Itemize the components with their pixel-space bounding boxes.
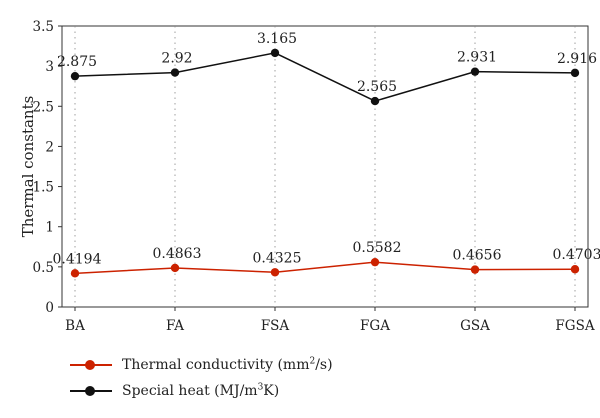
y-tick-label: 2.5 — [33, 99, 54, 115]
y-tick-label: 1 — [45, 220, 54, 236]
data-point-special-heat-fgsa — [570, 68, 580, 78]
x-tick-label-ba: BA — [65, 318, 85, 334]
y-tick-label: 0 — [45, 300, 54, 316]
data-label-special-heat-fa: 2.92 — [161, 51, 192, 67]
series-line-thermal-conductivity — [74, 261, 576, 275]
data-point-thermal-conductivity-gsa — [470, 265, 480, 274]
data-label-thermal-conductivity-fgsa: 0.4703 — [553, 247, 600, 263]
data-point-special-heat-fa — [170, 68, 180, 77]
data-label-special-heat-fga: 2.565 — [357, 79, 397, 95]
x-tick-label-fgsa: FGSA — [555, 318, 594, 334]
x-tick-label-fa: FA — [166, 318, 184, 334]
x-tick-label-gsa: GSA — [460, 318, 490, 334]
data-point-thermal-conductivity-fa — [170, 263, 180, 273]
data-label-thermal-conductivity-fa: 0.4863 — [153, 246, 202, 262]
legend-item-thermal-conductivity: Thermal conductivity (mm2/s) — [70, 352, 333, 378]
data-point-thermal-conductivity-fsa — [270, 268, 280, 277]
y-axis-label: Thermal constants — [19, 96, 37, 238]
legend: Thermal conductivity (mm2/s) Special hea… — [70, 352, 333, 404]
data-label-special-heat-ba: 2.875 — [57, 54, 97, 70]
legend-swatch-thermal-conductivity — [70, 358, 112, 372]
x-tick-label-fga: FGA — [360, 318, 390, 334]
series-line-special-heat — [74, 52, 576, 102]
data-point-thermal-conductivity-fgsa — [570, 265, 580, 274]
data-label-special-heat-gsa: 2.931 — [457, 50, 497, 66]
y-tick-label: 2 — [45, 139, 54, 155]
y-tick-label: 3 — [45, 59, 54, 75]
x-tick-label-fsa: FSA — [261, 318, 290, 334]
legend-swatch-special-heat — [70, 384, 112, 398]
data-point-special-heat-ba — [70, 71, 80, 81]
data-point-special-heat-fsa — [270, 48, 280, 58]
y-tick-label: 0.5 — [33, 260, 54, 276]
legend-label-thermal-conductivity: Thermal conductivity (mm2/s) — [122, 356, 333, 373]
data-label-thermal-conductivity-ba: 0.4194 — [53, 251, 102, 267]
data-point-special-heat-gsa — [470, 67, 480, 76]
y-tick-label: 1.5 — [33, 180, 54, 196]
plot-frame — [61, 25, 589, 308]
data-point-thermal-conductivity-ba — [70, 269, 80, 278]
legend-item-special-heat: Special heat (MJ/m3K) — [70, 378, 333, 404]
data-label-special-heat-fsa: 3.165 — [257, 31, 297, 47]
data-label-thermal-conductivity-gsa: 0.4656 — [453, 248, 502, 264]
data-label-thermal-conductivity-fga: 0.5582 — [353, 240, 402, 256]
data-label-thermal-conductivity-fsa: 0.4325 — [253, 250, 302, 266]
data-point-thermal-conductivity-fga — [370, 257, 380, 267]
legend-label-special-heat: Special heat (MJ/m3K) — [122, 382, 280, 399]
data-label-special-heat-fgsa: 2.916 — [557, 51, 597, 67]
y-tick-label: 3.5 — [33, 19, 54, 35]
line-chart: 0 0.5 1 1.5 2 2.5 3 3.5 BA FA FSA FGA GSA FGSA Thermal… — [19, 19, 600, 334]
data-point-special-heat-fga — [370, 96, 380, 106]
